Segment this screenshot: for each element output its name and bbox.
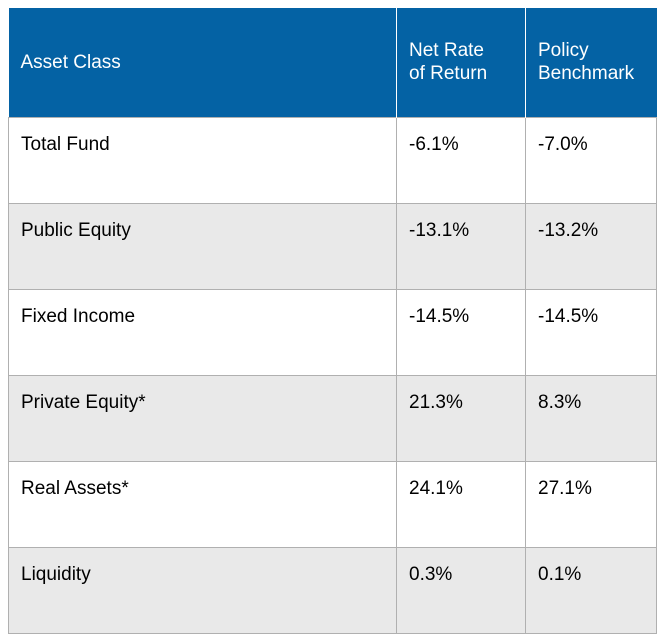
header-asset-class-label: Asset Class	[20, 51, 121, 73]
cell-net-return: 24.1%	[396, 460, 526, 548]
cell-policy-benchmark: 8.3%	[525, 374, 657, 462]
table-row: Total Fund -6.1% -7.0%	[8, 116, 657, 204]
table-header-row: Asset Class Net Rate of Return Policy Be…	[8, 8, 657, 117]
table-row: Public Equity -13.1% -13.2%	[8, 202, 657, 290]
cell-net-return: 21.3%	[396, 374, 526, 462]
cell-policy-benchmark: 27.1%	[525, 460, 657, 548]
cell-net-return: -6.1%	[396, 116, 526, 204]
cell-asset-class: Liquidity	[8, 546, 397, 634]
cell-asset-class: Total Fund	[8, 116, 397, 204]
table-row: Liquidity 0.3% 0.1%	[8, 546, 657, 634]
header-policy-line2: Benchmark	[538, 63, 635, 85]
header-net-rate-of-return: Net Rate of Return	[396, 8, 526, 117]
header-asset-class: Asset Class	[8, 8, 397, 117]
header-policy-line1: Policy	[538, 40, 589, 62]
header-policy-benchmark: Policy Benchmark	[525, 8, 657, 117]
table-row: Fixed Income -14.5% -14.5%	[8, 288, 657, 376]
cell-net-return: 0.3%	[396, 546, 526, 634]
header-net-rate-line1: Net Rate	[409, 40, 484, 62]
cell-asset-class: Fixed Income	[8, 288, 397, 376]
table-row: Real Assets* 24.1% 27.1%	[8, 460, 657, 548]
cell-policy-benchmark: -14.5%	[525, 288, 657, 376]
cell-policy-benchmark: 0.1%	[525, 546, 657, 634]
table-row: Private Equity* 21.3% 8.3%	[8, 374, 657, 462]
cell-asset-class: Private Equity*	[8, 374, 397, 462]
header-net-rate-line2: of Return	[409, 63, 488, 85]
cell-policy-benchmark: -7.0%	[525, 116, 657, 204]
cell-net-return: -14.5%	[396, 288, 526, 376]
cell-asset-class: Real Assets*	[8, 460, 397, 548]
cell-asset-class: Public Equity	[8, 202, 397, 290]
cell-policy-benchmark: -13.2%	[525, 202, 657, 290]
cell-net-return: -13.1%	[396, 202, 526, 290]
returns-table: Asset Class Net Rate of Return Policy Be…	[8, 8, 657, 634]
